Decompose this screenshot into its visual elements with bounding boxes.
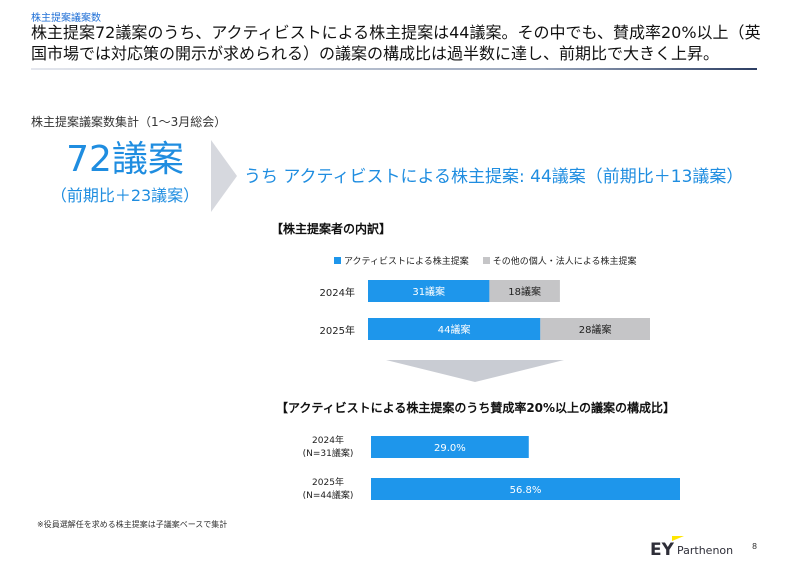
ratio-category-n: (N=44議案) bbox=[303, 489, 354, 501]
breakdown-data-label: 44議案 bbox=[438, 323, 471, 336]
breakdown-chart-title: 【株主提案者の内訳】 bbox=[271, 222, 392, 236]
header-divider bbox=[31, 68, 757, 70]
breakdown-bar-activist bbox=[368, 280, 490, 302]
count-caption: 株主提案議案数集計（1〜3月総会） bbox=[31, 115, 227, 129]
brand-logo: EY bbox=[650, 540, 675, 558]
ratio-category-n: (N=31議案) bbox=[303, 447, 354, 459]
ey-parthenon-logo: EY Parthenon bbox=[650, 536, 733, 558]
section-label: 株主提案議案数 bbox=[31, 13, 101, 24]
brand-name: Parthenon bbox=[677, 544, 733, 557]
total-proposals: 72議案 bbox=[66, 139, 184, 180]
ratio-category-year: 2025年 bbox=[312, 476, 344, 488]
legend-swatch-other bbox=[482, 257, 490, 264]
chevron-right-icon bbox=[211, 140, 237, 212]
arrow-down-icon bbox=[386, 360, 564, 382]
ratio-bar bbox=[371, 436, 529, 458]
ratio-data-label: 56.8% bbox=[510, 485, 542, 496]
ratio-chart-title: 【アクティビストによる株主提案のうち賛成率20%以上の議案の構成比】 bbox=[276, 401, 676, 415]
ratio-bar bbox=[371, 478, 680, 500]
legend-swatch-activist bbox=[334, 257, 341, 264]
breakdown-data-label: 31議案 bbox=[412, 285, 445, 298]
breakdown-category-label: 2025年 bbox=[320, 324, 355, 337]
breakdown-bar-other bbox=[489, 280, 560, 302]
ratio-category-year: 2024年 bbox=[312, 434, 344, 446]
legend-label-activist: アクティビストによる株主提案 bbox=[344, 257, 469, 267]
legend-item-other: その他の個人・法人による株主提案 bbox=[482, 254, 637, 267]
headline: 株主提案72議案のうち、アクティビストによる株主提案は44議案。その中でも、賛成… bbox=[31, 23, 761, 63]
ratio-data-label: 29.0% bbox=[434, 443, 466, 454]
activist-summary: うち アクティビストによる株主提案: 44議案（前期比＋13議案） bbox=[244, 167, 744, 187]
legend-item-activist: アクティビストによる株主提案 bbox=[334, 254, 469, 267]
legend-label-other: その他の個人・法人による株主提案 bbox=[492, 257, 637, 267]
breakdown-data-label: 18議案 bbox=[508, 285, 541, 298]
page-number: 8 bbox=[752, 542, 758, 551]
breakdown-bar-other bbox=[540, 318, 650, 340]
breakdown-category-label: 2024年 bbox=[320, 286, 355, 299]
breakdown-bar-activist bbox=[368, 318, 541, 340]
breakdown-data-label: 28議案 bbox=[579, 323, 612, 336]
legend: アクティビストによる株主提案 その他の個人・法人による株主提案 bbox=[334, 254, 636, 267]
footnote: ※役員選解任を求める株主提案は子議案ベースで集計 bbox=[37, 520, 228, 529]
total-change: （前期比＋23議案） bbox=[50, 186, 200, 205]
